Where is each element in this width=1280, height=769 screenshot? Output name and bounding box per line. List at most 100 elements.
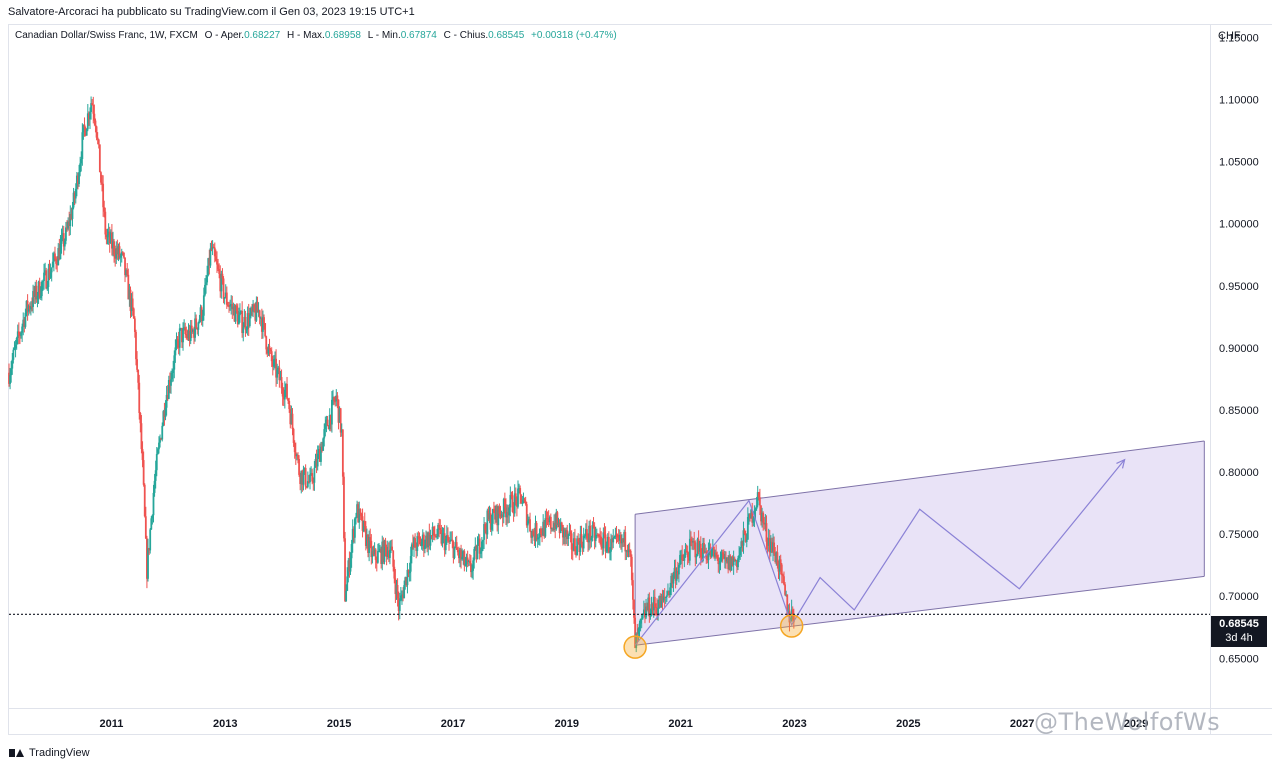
time-axis-divider	[8, 708, 1272, 709]
candle-body	[48, 268, 51, 278]
candle-body	[489, 513, 492, 530]
candle-body	[502, 498, 505, 518]
candle-body	[519, 488, 522, 495]
candle-body	[336, 395, 339, 400]
candle-body	[92, 104, 95, 114]
candle-body	[257, 310, 260, 313]
candle-body	[144, 516, 147, 539]
candle-body	[652, 596, 655, 611]
candle-body	[636, 633, 639, 635]
candle-body	[306, 481, 309, 487]
candle-body	[508, 507, 511, 516]
candle-body	[410, 544, 413, 557]
tradingview-logo-text: TradingView	[29, 747, 90, 759]
candle-body	[451, 539, 454, 542]
candle-body	[653, 596, 656, 607]
candle-body	[229, 305, 232, 307]
candle-body	[661, 596, 664, 601]
candle-body	[779, 559, 782, 565]
candle-body	[107, 231, 110, 235]
candle-body	[773, 542, 776, 554]
candle-body	[591, 524, 594, 538]
candle-body	[402, 594, 404, 599]
candle-body	[535, 523, 538, 540]
candle-body	[343, 476, 345, 539]
candle-body	[398, 600, 401, 612]
candle-body	[165, 394, 168, 408]
candle-body	[337, 399, 340, 423]
candle-body	[635, 633, 638, 649]
candle-body	[235, 305, 238, 312]
candle-body	[224, 292, 227, 298]
candle-body	[667, 591, 669, 596]
candle-body	[211, 246, 214, 250]
candle-body	[428, 532, 431, 546]
candle-body	[194, 318, 196, 338]
candle-body	[401, 594, 403, 596]
candle-body	[58, 248, 61, 260]
candle-body	[486, 510, 489, 535]
candle-body	[63, 240, 66, 247]
candle-body	[707, 551, 710, 561]
symbol-legend: Canadian Dollar/Swiss Franc, 1W, FXCM O …	[15, 30, 617, 41]
tradingview-logo[interactable]: TradingView	[9, 747, 90, 759]
candle-body	[557, 522, 560, 526]
candle-body	[135, 331, 137, 360]
candle-body	[253, 304, 256, 311]
candle-body	[619, 534, 622, 544]
candle-body	[172, 369, 175, 373]
candle-body	[704, 551, 707, 553]
currency-label: CHF	[1218, 30, 1241, 42]
candle-body	[371, 551, 374, 558]
candle-body	[577, 538, 580, 542]
candle-body	[334, 401, 337, 403]
candle-body	[568, 531, 571, 535]
candle-body	[739, 548, 742, 556]
time-tick-label: 2025	[896, 718, 920, 730]
candle-body	[239, 312, 241, 316]
candle-body	[685, 551, 688, 553]
candle-body	[83, 124, 86, 128]
candle-body	[10, 368, 13, 376]
candle-body	[187, 330, 190, 339]
candle-body	[725, 557, 727, 562]
candle-body	[74, 188, 77, 199]
low-label: L - Min.	[367, 30, 401, 41]
candle-body	[604, 534, 607, 552]
candle-body	[741, 541, 744, 546]
candle-body	[36, 295, 39, 300]
candle-body	[542, 521, 545, 536]
candle-body	[449, 540, 452, 542]
candle-body	[657, 607, 660, 614]
candle-body	[763, 522, 766, 525]
candle-body	[363, 520, 366, 527]
candle-body	[528, 519, 530, 521]
symbol-name[interactable]: Canadian Dollar/Swiss Franc, 1W, FXCM	[15, 30, 198, 41]
candle-body	[658, 596, 661, 608]
candle-body	[244, 316, 247, 330]
candle-body	[456, 549, 459, 553]
candle-body	[455, 542, 458, 550]
close-value: 0.68545	[488, 30, 525, 41]
candle-body	[116, 248, 119, 255]
candle-body	[644, 609, 646, 618]
candle-body	[272, 359, 275, 367]
candle-body	[606, 536, 609, 545]
candle-body	[374, 549, 377, 561]
candle-body	[491, 509, 494, 524]
candle-body	[46, 287, 49, 289]
candle-body	[344, 538, 346, 602]
candle-body	[592, 524, 595, 527]
candle-body	[156, 449, 159, 455]
candle-body	[309, 474, 311, 483]
candle-body	[586, 529, 588, 539]
candle-body	[775, 552, 778, 563]
candle-body	[453, 546, 456, 558]
candle-body	[514, 493, 517, 498]
candle-body	[589, 525, 592, 541]
candle-body	[114, 254, 117, 259]
candle-body	[751, 509, 754, 523]
price-tick-label: 1.15000	[1219, 32, 1259, 44]
candle-body	[366, 535, 368, 546]
